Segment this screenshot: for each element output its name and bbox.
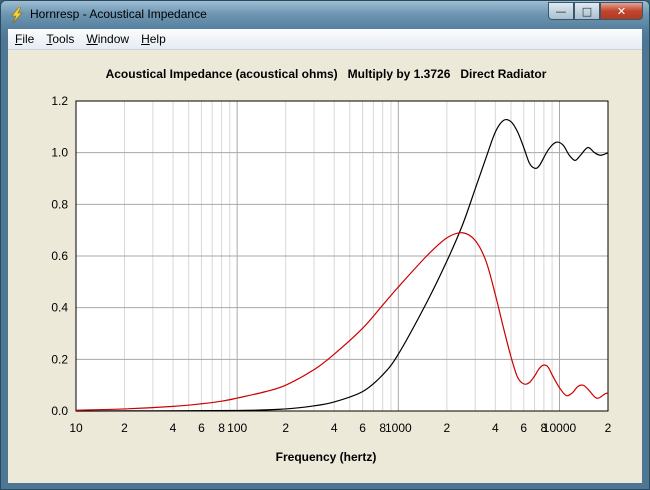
x-tick-label: 4 <box>170 421 177 435</box>
close-button[interactable]: ✕ <box>600 2 643 20</box>
menu-help[interactable]: Help <box>141 32 166 46</box>
x-tick-label: 10000 <box>543 421 577 435</box>
x-tick-label: 6 <box>359 421 366 435</box>
close-icon: ✕ <box>616 4 627 18</box>
menu-window-hotkey: W <box>86 32 98 46</box>
plot-frame <box>75 100 609 412</box>
chart-area: Acoustical Impedance (acoustical ohms) M… <box>8 50 642 483</box>
title-bar[interactable]: Hornresp - Acoustical Impedance — □ ✕ <box>1 1 649 29</box>
menu-bar: File Tools Window Help <box>8 29 642 50</box>
menu-file-label: ile <box>22 32 35 46</box>
maximize-icon: □ <box>581 4 593 18</box>
grid-lines <box>76 101 608 411</box>
y-tick-label: 0.8 <box>51 197 68 211</box>
x-axis-label: Frequency (hertz) <box>276 450 377 464</box>
y-tick-label: 1.0 <box>51 146 68 160</box>
x-tick-label: 8 <box>379 421 386 435</box>
x-tick-label: 2 <box>121 421 128 435</box>
series-lines <box>75 118 609 412</box>
lightning-bolt-icon <box>11 7 23 23</box>
x-tick-label: 10 <box>69 421 83 435</box>
x-tick-label: 2 <box>605 421 612 435</box>
chart-title: Acoustical Impedance (acoustical ohms) M… <box>106 67 547 81</box>
y-tick-label: 0.2 <box>51 352 68 366</box>
menu-tools-hotkey: T <box>46 32 53 46</box>
impedance-chart: Acoustical Impedance (acoustical ohms) M… <box>51 67 611 464</box>
x-tick-label: 4 <box>492 421 499 435</box>
x-tick-label: 6 <box>520 421 527 435</box>
y-tick-label: 1.2 <box>51 94 68 108</box>
series-line-black <box>75 118 609 412</box>
x-tick-label: 1000 <box>385 421 412 435</box>
window-controls: — □ ✕ <box>548 2 643 20</box>
y-tick-label: 0.6 <box>51 249 68 263</box>
x-tick-label: 2 <box>282 421 289 435</box>
x-tick-label: 8 <box>218 421 225 435</box>
minimize-button[interactable]: — <box>548 2 574 20</box>
y-axis-ticks: 0.0 0.2 0.4 0.6 0.8 1.0 1.2 <box>51 94 68 418</box>
x-tick-label: 8 <box>541 421 548 435</box>
menu-help-hotkey: H <box>141 32 150 46</box>
series-line-red <box>75 232 609 411</box>
x-tick-label: 6 <box>198 421 205 435</box>
x-tick-label: 4 <box>331 421 338 435</box>
x-tick-label: 2 <box>443 421 450 435</box>
maximize-button[interactable]: □ <box>574 2 600 20</box>
y-tick-label: 0.4 <box>51 301 68 315</box>
menu-window-label: indow <box>97 32 130 46</box>
menu-file-hotkey: F <box>15 32 23 46</box>
window-title: Hornresp - Acoustical Impedance <box>30 7 207 21</box>
window-frame-bottom <box>1 483 649 489</box>
y-tick-label: 0.0 <box>51 404 68 418</box>
menu-tools-label: ools <box>52 32 75 46</box>
menu-window[interactable]: Window <box>86 32 129 46</box>
menu-file[interactable]: File <box>15 32 34 46</box>
minimize-icon: — <box>555 4 567 18</box>
menu-help-label: elp <box>149 32 166 46</box>
x-tick-label: 100 <box>227 421 247 435</box>
menu-tools[interactable]: Tools <box>46 32 74 46</box>
